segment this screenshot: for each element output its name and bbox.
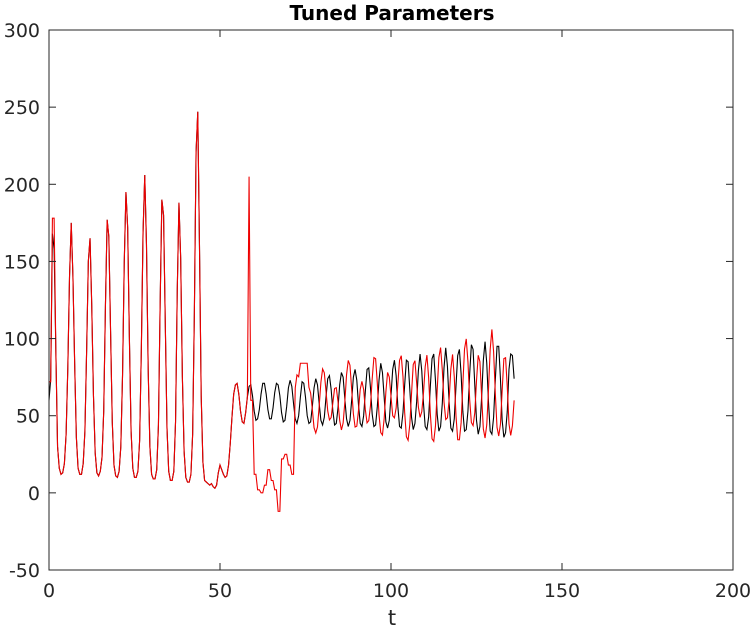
x-axis: 0 50 100 150 200: [43, 30, 751, 602]
x-axis-label: t: [388, 606, 396, 628]
x-tick-label: 200: [715, 580, 751, 602]
plot-area: [49, 111, 515, 512]
axes-box: [48, 29, 734, 571]
series-line-red: [49, 111, 515, 512]
y-tick-label: 150: [4, 251, 40, 273]
x-tick-label: 50: [208, 580, 232, 602]
chart-title: Tuned Parameters: [289, 1, 494, 25]
y-axis: -50 0 50 100 150 200 250 300: [4, 20, 733, 582]
y-tick-label: 300: [4, 20, 40, 42]
y-tick-label: 50: [16, 406, 40, 428]
y-tick-label: -50: [9, 560, 40, 582]
y-tick-label: 0: [28, 483, 40, 505]
y-tick-label: 100: [4, 329, 40, 351]
y-tick-label: 250: [4, 97, 40, 119]
y-tick-label: 200: [4, 174, 40, 196]
x-tick-label: 100: [373, 580, 409, 602]
x-tick-label: 150: [544, 580, 580, 602]
x-tick-label: 0: [43, 580, 55, 602]
series-line-black: [49, 111, 515, 490]
